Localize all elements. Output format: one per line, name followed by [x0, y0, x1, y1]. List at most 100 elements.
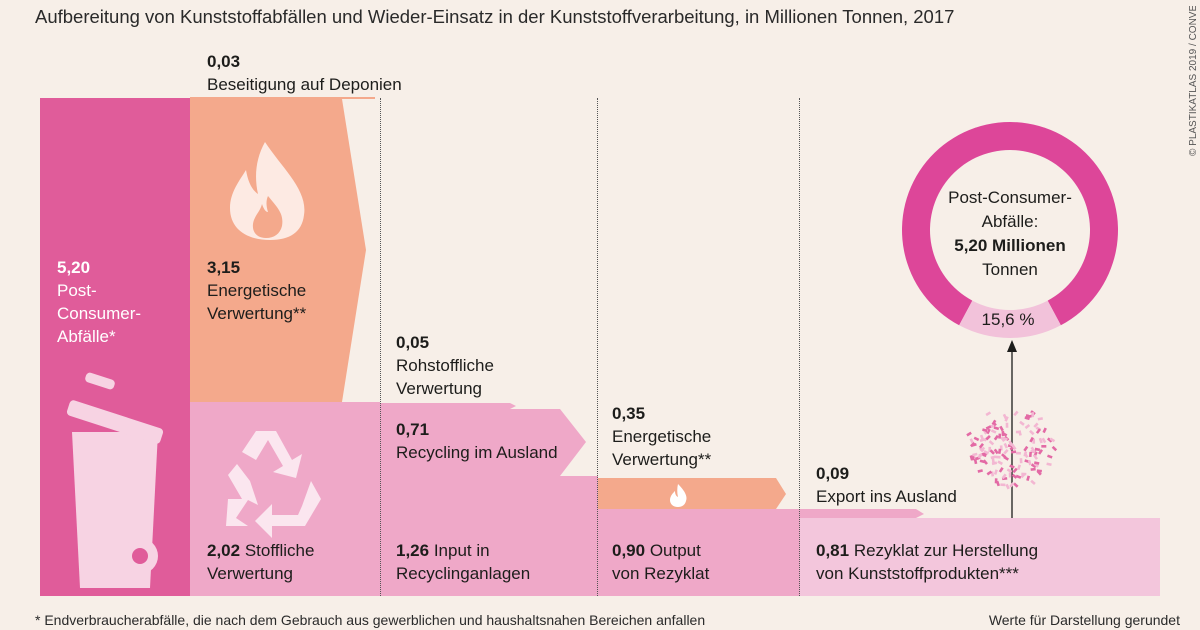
separator-line	[380, 98, 381, 596]
label-ausland: 0,71 Recycling im Ausland	[396, 420, 558, 462]
donut-center-text: Post-Consumer- Abfälle: 5,20 Millionen T…	[948, 188, 1072, 279]
pellet	[1034, 447, 1041, 452]
band-rezyklat	[800, 518, 1160, 596]
pellet	[1020, 472, 1026, 479]
pellet	[1003, 442, 1009, 449]
pellet	[1008, 472, 1012, 478]
separator-line	[597, 98, 598, 596]
separator-line	[799, 98, 800, 596]
pellet	[999, 425, 1004, 432]
pellet	[1009, 464, 1015, 469]
pellet	[991, 419, 997, 426]
pellet	[1042, 427, 1047, 434]
pellet	[1018, 430, 1022, 436]
pellet	[1033, 461, 1040, 465]
pellet	[1011, 473, 1018, 479]
pellet	[1030, 479, 1036, 486]
pellet	[1019, 420, 1025, 426]
pellet	[1032, 454, 1039, 460]
pellet	[1015, 474, 1022, 479]
pellet	[986, 470, 993, 476]
pellet	[1038, 449, 1043, 455]
flame-icon	[230, 142, 305, 240]
pellet	[1049, 437, 1056, 443]
pellet	[993, 426, 1000, 431]
pellet	[977, 453, 983, 459]
pellet	[985, 411, 992, 417]
pellet	[994, 478, 998, 484]
pellet	[981, 453, 987, 458]
arrow-up-icon	[1007, 340, 1017, 518]
pellet	[966, 431, 972, 437]
trash-bin-icon	[66, 372, 164, 588]
pellet	[986, 428, 991, 435]
pellet	[998, 467, 1004, 473]
pellet	[1019, 458, 1023, 464]
band-energie-1	[190, 99, 366, 402]
pellet	[1031, 412, 1035, 418]
chart-title: Aufbereitung von Kunststoffabfällen und …	[35, 6, 955, 27]
pellet	[1008, 440, 1014, 446]
label-energie-1: 3,15 Energetische Verwertung**	[207, 258, 307, 323]
pellet	[1006, 468, 1013, 474]
pellet	[973, 436, 980, 442]
pellet	[1030, 467, 1036, 471]
pellet	[997, 460, 1003, 466]
pellet	[991, 457, 995, 464]
pellet	[969, 441, 976, 448]
pellet	[1012, 467, 1018, 474]
label-deponie: 0,03 Beseitigung auf Deponien	[207, 52, 402, 94]
pellet	[1026, 475, 1031, 482]
pellet	[1029, 436, 1034, 443]
pellet	[1011, 444, 1017, 451]
pellet	[1005, 483, 1010, 490]
pellet	[1035, 428, 1041, 434]
label-rohstoff: 0,05 Rohstoffliche Verwertung	[396, 333, 494, 398]
label-export: 0,09 Export ins Ausland	[816, 464, 957, 506]
pellet	[990, 455, 996, 460]
donut-segment-highlight	[959, 300, 1061, 339]
pellet	[983, 450, 990, 455]
pellet	[1003, 449, 1009, 455]
pellet	[1036, 469, 1042, 473]
pellet	[1004, 416, 1009, 422]
pellet	[1041, 437, 1047, 444]
pellet	[1009, 482, 1015, 488]
band-export	[800, 509, 924, 518]
pellet	[998, 433, 1002, 439]
pellet	[969, 455, 974, 461]
band-energie-2	[598, 478, 786, 509]
pellet	[1002, 436, 1008, 441]
band-ausland	[380, 409, 586, 476]
pellet	[1038, 437, 1043, 444]
label-post-consumer: 5,20 Post- Consumer- Abfälle*	[57, 258, 142, 346]
pellet	[1029, 429, 1035, 436]
pellet	[1001, 431, 1008, 437]
pellet	[1037, 417, 1043, 421]
pellet	[1041, 445, 1047, 448]
pellet	[979, 446, 986, 453]
pellet	[1047, 454, 1053, 459]
pellet	[993, 434, 999, 441]
band-input	[380, 476, 598, 596]
pellet	[1032, 438, 1036, 444]
pellet	[1013, 410, 1019, 417]
pellet	[990, 429, 997, 434]
band-output	[598, 509, 800, 596]
pellet	[1010, 450, 1017, 454]
band-stofflich	[190, 402, 380, 596]
pellet	[1026, 414, 1031, 421]
pellet	[1028, 451, 1032, 458]
pellet	[993, 448, 999, 455]
pellet	[1046, 462, 1052, 467]
band-deponie	[190, 97, 375, 99]
pellet	[995, 455, 1001, 459]
recycle-icon	[226, 431, 321, 538]
pellet	[985, 425, 992, 430]
pellet	[977, 469, 983, 473]
pellet	[988, 440, 995, 446]
pellet	[1051, 445, 1058, 452]
pellet	[1015, 451, 1021, 455]
pellet	[1023, 445, 1029, 452]
